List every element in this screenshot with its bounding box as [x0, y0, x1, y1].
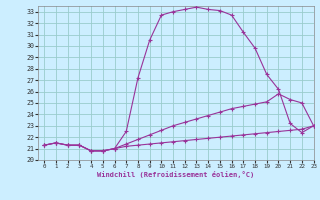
X-axis label: Windchill (Refroidissement éolien,°C): Windchill (Refroidissement éolien,°C) [97, 171, 255, 178]
